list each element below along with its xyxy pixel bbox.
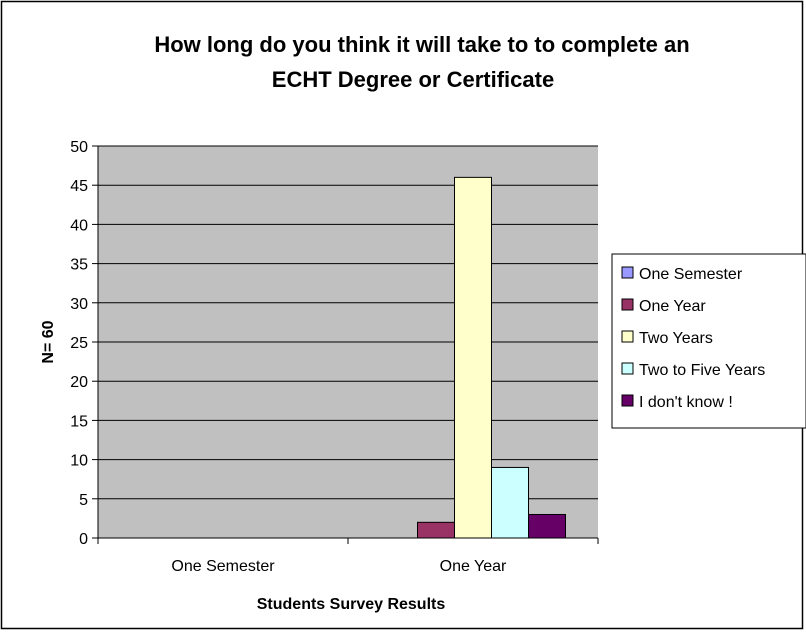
x-axis-ticks: One Semester One Year bbox=[97, 538, 599, 575]
y-tick-label: 15 bbox=[70, 413, 88, 430]
y-tick-label: 5 bbox=[79, 492, 88, 509]
bar bbox=[491, 466, 529, 539]
legend-swatch bbox=[621, 330, 634, 343]
gridlines bbox=[98, 145, 598, 500]
chart-title-line-1: How long do you think it will take to to… bbox=[154, 32, 689, 57]
legend-swatch bbox=[621, 394, 634, 407]
x-tick-label: One Year bbox=[440, 558, 507, 575]
legend-frame bbox=[611, 253, 806, 429]
legend-label: Two Years bbox=[639, 330, 713, 347]
y-tick-label: 0 bbox=[79, 531, 88, 548]
y-tick-label: 20 bbox=[70, 374, 88, 391]
chart-title-line-2: ECHT Degree or Certificate bbox=[272, 67, 554, 92]
legend-swatch bbox=[621, 362, 634, 375]
y-axis-title: N= 60 bbox=[40, 320, 57, 363]
x-tick-label: One Semester bbox=[171, 558, 275, 575]
legend: One Semester One Year Two Years Two to Five… bbox=[611, 253, 806, 429]
y-tick-label: 45 bbox=[70, 178, 88, 195]
y-tick-label: 50 bbox=[70, 139, 88, 156]
x-axis-title: Students Survey Results bbox=[257, 596, 446, 613]
bar bbox=[528, 513, 566, 539]
y-tick-label: 35 bbox=[70, 257, 88, 274]
legend-label: Two to Five Years bbox=[639, 362, 765, 379]
y-tick-label: 10 bbox=[70, 453, 88, 470]
legend-swatch bbox=[621, 266, 634, 279]
bar bbox=[417, 521, 455, 539]
legend-label: I don't know ! bbox=[639, 394, 733, 411]
legend-swatch bbox=[621, 298, 634, 311]
y-axis-ticks: 0 5 10 15 20 25 30 35 40 45 50 bbox=[70, 139, 98, 548]
y-tick-label: 30 bbox=[70, 296, 88, 313]
legend-label: One Semester bbox=[639, 266, 743, 283]
legend-label: One Year bbox=[639, 298, 706, 315]
y-tick-label: 25 bbox=[70, 335, 88, 352]
y-tick-label: 40 bbox=[70, 217, 88, 234]
bar bbox=[454, 176, 492, 539]
